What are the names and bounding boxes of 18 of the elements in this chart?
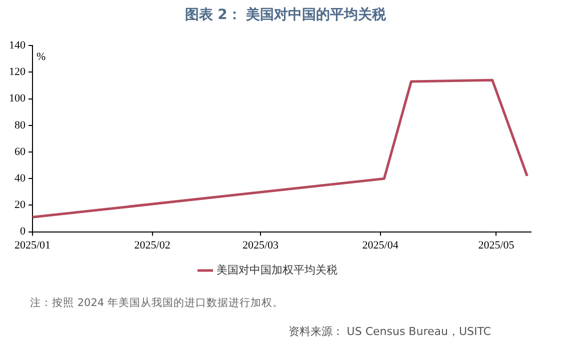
y-axis-title: % [36,50,46,63]
y-tick-label: 100 [9,92,26,105]
x-tick-label: 2025/05 [478,239,515,252]
y-tick-label: 0 [20,226,26,238]
x-tick-label: 2025/01 [14,239,51,252]
y-tick-label: 80 [14,119,26,132]
x-tick-label: 2025/02 [134,239,170,252]
chart-title: 图表 2： 美国对中国的平均关税 [184,6,388,25]
y-tick-label: 140 [9,39,26,52]
text: 资料来源： US Census Bureau，USITC [287,324,492,339]
x-tick-label: 2025/03 [242,239,280,252]
y-tick-label: 60 [14,146,26,158]
y-tick-label: 40 [14,172,26,184]
text: 注：按照 2024 年美国从我国的进口数据进行加权。 [29,296,284,310]
y-tick-label: 120 [9,66,26,78]
x-tick-label: 2025/04 [362,239,399,252]
legend-label: 美国对中国加权平均关税 [216,263,338,276]
y-tick-label: 20 [14,199,26,212]
